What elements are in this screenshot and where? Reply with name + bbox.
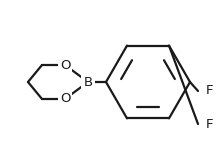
Text: B: B (83, 75, 93, 89)
Text: F: F (206, 85, 213, 97)
Text: F: F (206, 118, 213, 130)
Text: O: O (60, 93, 70, 105)
Text: O: O (60, 59, 70, 71)
